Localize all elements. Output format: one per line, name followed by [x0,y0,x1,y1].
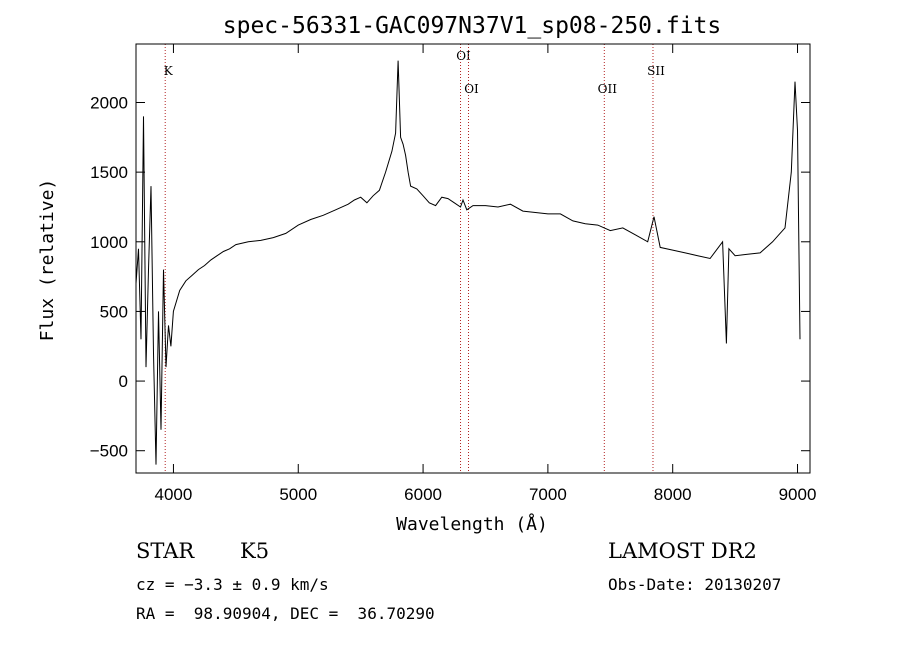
x-tick-label-1: 5000 [279,485,317,504]
line-marker-label-0: K [164,64,174,78]
spectrum-line [135,60,801,465]
x-tick-label-2: 6000 [404,485,442,504]
object-class: STAR [136,539,195,563]
line-marker-label-4: SII [647,64,665,78]
axis-tick-layer: 4000 5000 6000 7000 8000 9000 −500 0 500 1000 1500… [90,44,817,504]
line-marker-label-2: OI [464,82,479,96]
y-tick-label-0: −500 [90,442,128,461]
y-axis-label: Flux (relative) [37,179,58,342]
y-tick-label-4: 1500 [90,163,128,182]
y-tick-label-5: 2000 [90,94,128,113]
object-subclass: K5 [240,539,270,563]
x-axis-label: Wavelength (Å) [396,513,548,535]
sky-coordinates: RA = 98.90904, DEC = 36.70290 [136,604,435,623]
y-tick-label-3: 1000 [90,233,128,252]
x-tick-label-4: 8000 [654,485,692,504]
line-marker-label-3: OII [598,82,618,96]
chart-title: spec-56331-GAC097N37V1_sp08-250.fits [223,13,722,39]
plot-frame [135,43,811,474]
line-marker-label-1: OI [456,49,471,63]
y-tick-label-2: 500 [100,302,128,321]
line-marker-layer: K OI OI OII SII [164,44,665,473]
x-tick-label-0: 4000 [155,485,193,504]
x-tick-label-3: 7000 [529,485,567,504]
y-tick-label-1: 0 [119,372,128,391]
x-tick-label-5: 9000 [779,485,817,504]
survey-name: LAMOST DR2 [608,539,757,563]
observation-date: Obs-Date: 20130207 [608,575,782,594]
redshift-velocity: cz = −3.3 ± 0.9 km/s [136,575,329,594]
